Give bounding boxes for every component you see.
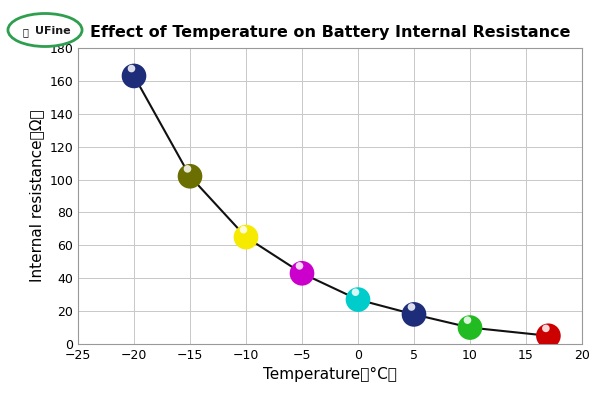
Point [465, 324, 475, 331]
Point [297, 270, 307, 276]
Point [297, 270, 307, 276]
Point [241, 234, 251, 240]
X-axis label: Temperature（°C）: Temperature（°C） [263, 368, 397, 382]
Point [129, 73, 139, 79]
Point [295, 263, 304, 269]
Point [239, 226, 248, 233]
Point [350, 289, 360, 295]
Point [541, 325, 551, 332]
Text: UFine: UFine [35, 26, 71, 36]
Point [185, 173, 195, 180]
Point [465, 324, 475, 331]
Point [544, 332, 553, 339]
Y-axis label: Internal resistance（Ω）: Internal resistance（Ω） [29, 110, 44, 282]
Point [241, 234, 251, 240]
Point [353, 296, 363, 303]
Point [544, 332, 553, 339]
Point [407, 304, 416, 310]
Point [353, 296, 363, 303]
Text: 🔥: 🔥 [23, 27, 28, 37]
Ellipse shape [8, 14, 82, 46]
Title: Effect of Temperature on Battery Internal Resistance: Effect of Temperature on Battery Interna… [90, 25, 570, 40]
Point [409, 311, 419, 318]
Point [185, 173, 195, 180]
Point [129, 73, 139, 79]
Point [409, 311, 419, 318]
Point [127, 65, 136, 72]
Point [463, 317, 472, 323]
Point [182, 166, 192, 172]
